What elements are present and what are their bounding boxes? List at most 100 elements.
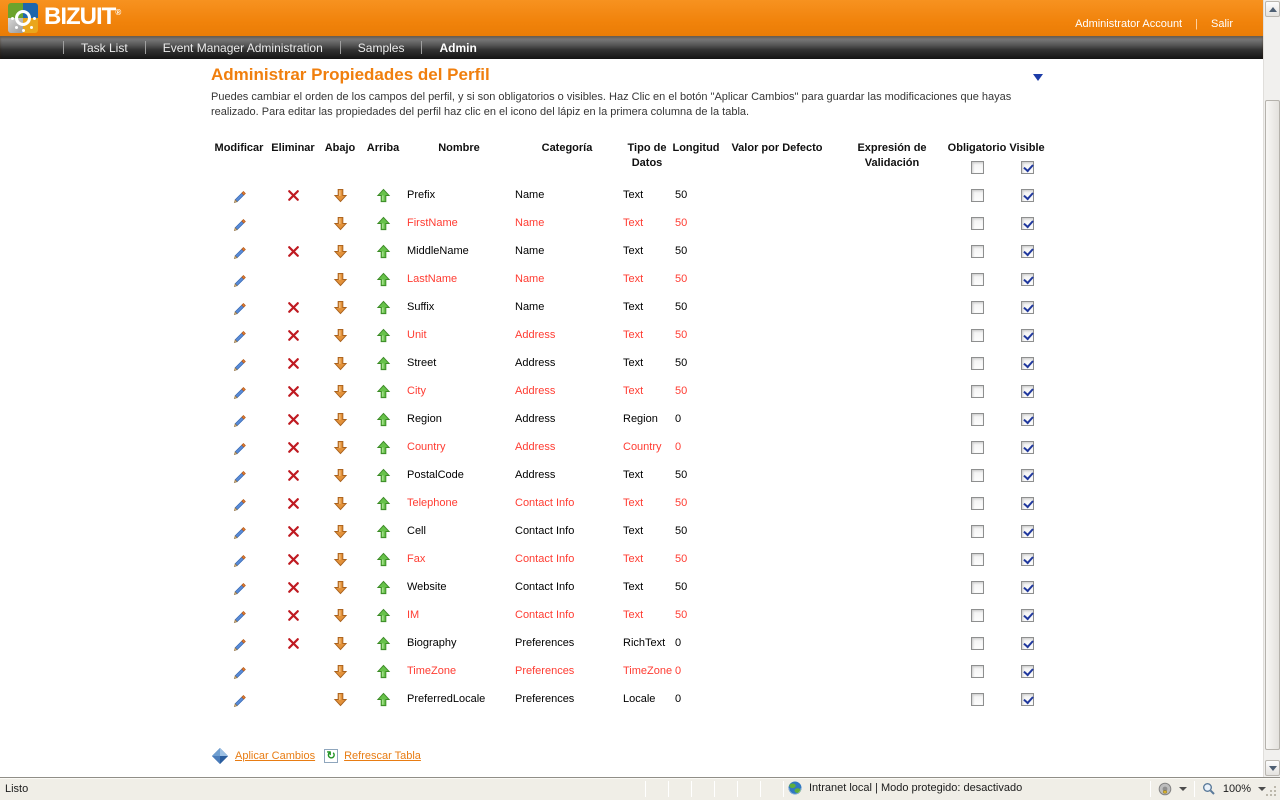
row-visible-checkbox[interactable] (1020, 608, 1034, 622)
move-down-arrow-icon[interactable] (333, 580, 348, 595)
edit-pencil-icon[interactable] (232, 636, 247, 651)
refresh-table-link[interactable]: Refrescar Tabla (344, 750, 421, 762)
edit-pencil-icon[interactable] (232, 608, 247, 623)
account-link[interactable]: Administrator Account (1075, 18, 1183, 30)
edit-pencil-icon[interactable] (232, 300, 247, 315)
move-down-arrow-icon[interactable] (333, 244, 348, 259)
move-up-arrow-icon[interactable] (376, 244, 391, 259)
row-obligatorio-checkbox[interactable] (970, 580, 984, 594)
row-visible-checkbox[interactable] (1020, 664, 1034, 678)
scrollbar-thumb[interactable] (1265, 100, 1280, 750)
edit-pencil-icon[interactable] (232, 552, 247, 567)
delete-x-icon[interactable] (287, 497, 300, 510)
edit-pencil-icon[interactable] (232, 328, 247, 343)
move-up-arrow-icon[interactable] (376, 496, 391, 511)
move-down-arrow-icon[interactable] (333, 468, 348, 483)
move-down-arrow-icon[interactable] (333, 216, 348, 231)
move-up-arrow-icon[interactable] (376, 468, 391, 483)
edit-pencil-icon[interactable] (232, 244, 247, 259)
row-visible-checkbox[interactable] (1020, 188, 1034, 202)
delete-x-icon[interactable] (287, 441, 300, 454)
edit-pencil-icon[interactable] (232, 664, 247, 679)
edit-pencil-icon[interactable] (232, 692, 247, 707)
row-obligatorio-checkbox[interactable] (970, 356, 984, 370)
row-visible-checkbox[interactable] (1020, 300, 1034, 314)
delete-x-icon[interactable] (287, 357, 300, 370)
header-visible-checkbox[interactable] (1020, 161, 1034, 174)
move-up-arrow-icon[interactable] (376, 272, 391, 287)
row-obligatorio-checkbox[interactable] (970, 188, 984, 202)
refresh-table-action[interactable]: ↻ Refrescar Tabla (324, 749, 421, 763)
move-down-arrow-icon[interactable] (333, 496, 348, 511)
row-visible-checkbox[interactable] (1020, 244, 1034, 258)
zoom-level[interactable]: 100% (1222, 783, 1251, 795)
move-down-arrow-icon[interactable] (333, 272, 348, 287)
delete-x-icon[interactable] (287, 525, 300, 538)
row-visible-checkbox[interactable] (1020, 496, 1034, 510)
edit-pencil-icon[interactable] (232, 272, 247, 287)
row-visible-checkbox[interactable] (1020, 272, 1034, 286)
move-up-arrow-icon[interactable] (376, 524, 391, 539)
nav-tab-samples[interactable]: Samples (357, 40, 405, 55)
apply-changes-action[interactable]: Aplicar Cambios (211, 747, 315, 765)
edit-pencil-icon[interactable] (232, 216, 247, 231)
header-obligatorio-checkbox[interactable] (970, 161, 984, 174)
row-obligatorio-checkbox[interactable] (970, 384, 984, 398)
move-down-arrow-icon[interactable] (333, 692, 348, 707)
row-visible-checkbox[interactable] (1020, 216, 1034, 230)
row-visible-checkbox[interactable] (1020, 468, 1034, 482)
row-obligatorio-checkbox[interactable] (970, 468, 984, 482)
row-obligatorio-checkbox[interactable] (970, 664, 984, 678)
nav-tab-event-manager-administration[interactable]: Event Manager Administration (162, 40, 323, 55)
row-obligatorio-checkbox[interactable] (970, 636, 984, 650)
row-visible-checkbox[interactable] (1020, 580, 1034, 594)
row-visible-checkbox[interactable] (1020, 328, 1034, 342)
row-visible-checkbox[interactable] (1020, 524, 1034, 538)
nav-tab-admin[interactable]: Admin (439, 40, 477, 55)
logout-link[interactable]: Salir (1210, 18, 1233, 30)
delete-x-icon[interactable] (287, 553, 300, 566)
move-down-arrow-icon[interactable] (333, 636, 348, 651)
move-down-arrow-icon[interactable] (333, 664, 348, 679)
move-up-arrow-icon[interactable] (376, 608, 391, 623)
move-up-arrow-icon[interactable] (376, 664, 391, 679)
scroll-down-button[interactable] (1265, 760, 1280, 776)
row-obligatorio-checkbox[interactable] (970, 216, 984, 230)
move-down-arrow-icon[interactable] (333, 608, 348, 623)
resize-grip[interactable] (1266, 786, 1278, 798)
row-obligatorio-checkbox[interactable] (970, 244, 984, 258)
move-up-arrow-icon[interactable] (376, 580, 391, 595)
edit-pencil-icon[interactable] (232, 412, 247, 427)
delete-x-icon[interactable] (287, 413, 300, 426)
delete-x-icon[interactable] (287, 189, 300, 202)
row-visible-checkbox[interactable] (1020, 412, 1034, 426)
move-down-arrow-icon[interactable] (333, 300, 348, 315)
delete-x-icon[interactable] (287, 245, 300, 258)
move-up-arrow-icon[interactable] (376, 552, 391, 567)
row-obligatorio-checkbox[interactable] (970, 692, 984, 706)
move-down-arrow-icon[interactable] (333, 356, 348, 371)
row-obligatorio-checkbox[interactable] (970, 272, 984, 286)
move-up-arrow-icon[interactable] (376, 384, 391, 399)
move-up-arrow-icon[interactable] (376, 692, 391, 707)
move-down-arrow-icon[interactable] (333, 188, 348, 203)
move-up-arrow-icon[interactable] (376, 328, 391, 343)
move-down-arrow-icon[interactable] (333, 552, 348, 567)
move-down-arrow-icon[interactable] (333, 524, 348, 539)
move-down-arrow-icon[interactable] (333, 384, 348, 399)
zone-dropdown-arrow-icon[interactable] (1178, 787, 1187, 791)
zoom-dropdown-arrow-icon[interactable] (1258, 787, 1266, 791)
collapse-panel-arrow-icon[interactable] (1033, 74, 1043, 81)
delete-x-icon[interactable] (287, 385, 300, 398)
row-obligatorio-checkbox[interactable] (970, 608, 984, 622)
row-obligatorio-checkbox[interactable] (970, 524, 984, 538)
move-up-arrow-icon[interactable] (376, 216, 391, 231)
row-obligatorio-checkbox[interactable] (970, 440, 984, 454)
edit-pencil-icon[interactable] (232, 580, 247, 595)
row-visible-checkbox[interactable] (1020, 384, 1034, 398)
delete-x-icon[interactable] (287, 301, 300, 314)
delete-x-icon[interactable] (287, 329, 300, 342)
move-up-arrow-icon[interactable] (376, 412, 391, 427)
move-down-arrow-icon[interactable] (333, 328, 348, 343)
row-obligatorio-checkbox[interactable] (970, 552, 984, 566)
